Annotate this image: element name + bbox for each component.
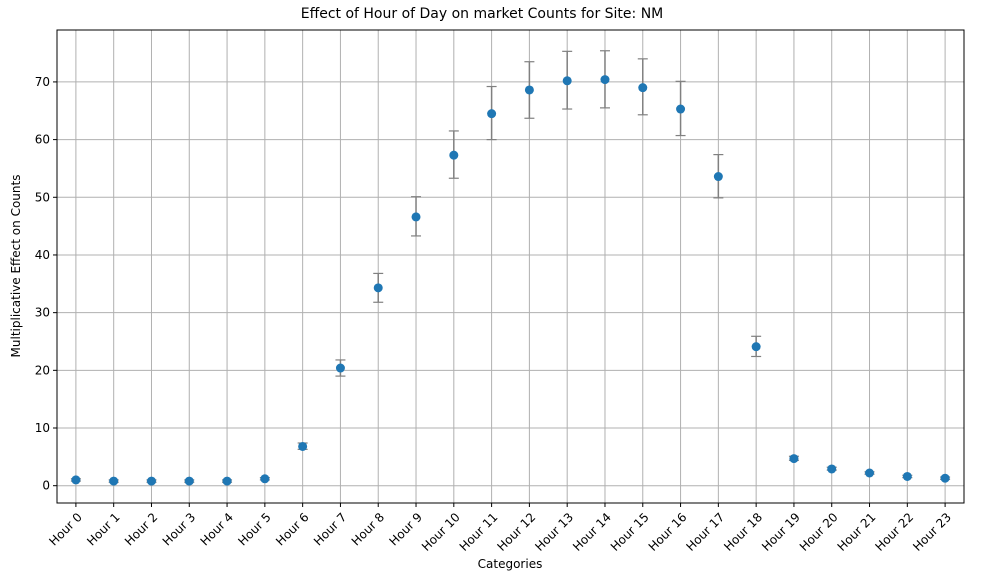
data-point [600,75,610,85]
x-tick-label: Hour 10 [419,510,463,554]
data-point [789,454,799,464]
data-point [751,342,761,352]
data-point [827,464,837,474]
data-point [298,441,308,451]
x-tick-label: Hour 17 [683,510,727,554]
x-tick-label: Hour 18 [721,510,765,554]
data-point [865,468,875,478]
x-tick-label: Hour 21 [835,510,879,554]
data-point [449,150,459,160]
data-point [109,476,119,486]
chart-title: Effect of Hour of Day on market Counts f… [301,6,664,22]
x-tick-label: Hour 14 [570,510,614,554]
x-tick-label: Hour 8 [349,510,387,548]
x-tick-label: Hour 16 [646,510,690,554]
x-tick-label: Hour 13 [532,510,576,554]
x-tick-label: Hour 7 [311,510,349,548]
y-tick-label: 20 [35,363,50,377]
data-point [335,363,345,373]
data-point [676,104,686,114]
x-tick-label: Hour 4 [198,510,236,548]
y-tick-label: 70 [35,75,50,89]
x-tick-label: Hour 15 [608,510,652,554]
data-point [184,476,194,486]
data-point [638,83,648,93]
x-tick-label: Hour 11 [457,510,501,554]
data-point [373,283,383,293]
x-tick-label: Hour 20 [797,510,841,554]
data-point [222,476,232,486]
x-tick-label: Hour 5 [235,510,273,548]
y-tick-label: 60 [35,133,50,147]
y-tick-label: 10 [35,421,50,435]
grid [57,30,964,503]
x-tick-label: Hour 0 [46,510,84,548]
x-tick-label: Hour 22 [872,510,916,554]
data-points [71,75,950,486]
data-point [487,109,497,119]
y-tick-label: 50 [35,190,50,204]
data-point [940,473,950,483]
y-tick-label: 0 [42,479,50,493]
x-tick-label: Hour 3 [160,510,198,548]
data-point [713,172,723,182]
y-axis-ticks: 0 10 20 30 40 50 60 70 [35,75,57,493]
x-tick-label: Hour 23 [910,510,954,554]
x-axis-label: Categories [478,557,543,571]
data-point [902,471,912,481]
x-axis-ticks: Hour 0 Hour 1 Hour 2 Hour 3 Hour 4 Hour 5 Hour… [46,503,954,554]
x-tick-label: Hour 19 [759,510,803,554]
x-tick-label: Hour 2 [122,510,160,548]
x-tick-label: Hour 6 [273,510,311,548]
y-tick-label: 30 [35,306,50,320]
y-axis-label: Multiplicative Effect on Counts [9,175,23,358]
data-point [71,475,81,485]
data-point [260,474,270,484]
x-tick-label: Hour 12 [495,510,539,554]
plot-frame [56,29,965,504]
x-tick-label: Hour 1 [84,510,122,548]
y-tick-label: 40 [35,248,50,262]
data-point [146,476,156,486]
error-bars [70,50,951,483]
data-point [411,212,421,222]
data-point [562,76,572,86]
data-point [524,85,534,95]
